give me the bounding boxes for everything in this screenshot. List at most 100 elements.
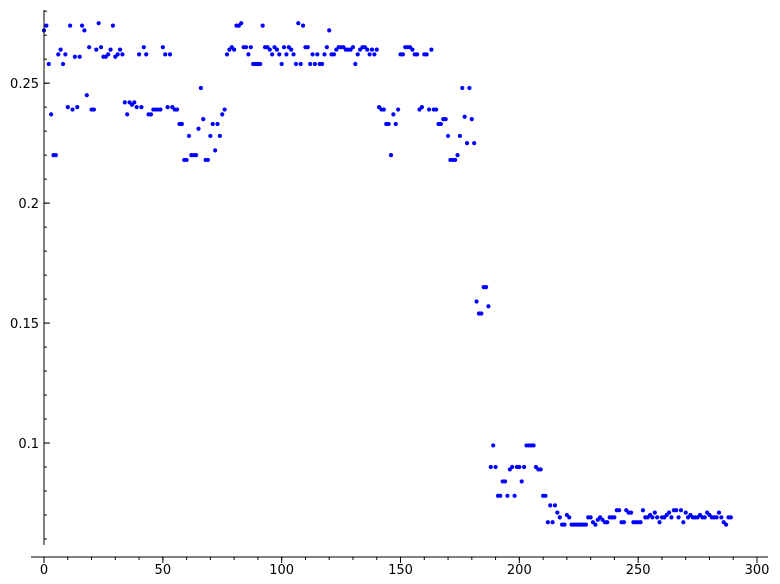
data-point [488, 464, 493, 470]
data-point [460, 85, 465, 91]
data-point [388, 153, 394, 158]
data-point [453, 157, 458, 163]
data-point [719, 515, 724, 520]
data-point [355, 52, 360, 57]
data-point [567, 515, 572, 520]
data-point [562, 522, 567, 527]
data-point [386, 121, 391, 127]
data-point [160, 45, 165, 50]
data-point [543, 493, 548, 498]
data-point [144, 52, 149, 57]
data-point [284, 52, 289, 57]
data-point [605, 520, 610, 525]
data-point [289, 47, 294, 52]
data-point [319, 61, 325, 67]
data-point [208, 133, 213, 139]
data-point [125, 112, 130, 117]
data-point [96, 21, 101, 26]
data-point [260, 23, 265, 28]
y-tick-label: 0.25 [10, 77, 39, 92]
data-point [179, 121, 184, 127]
data-point [194, 153, 199, 158]
data-point [132, 100, 137, 105]
data-point [655, 515, 660, 520]
data-point [621, 520, 627, 525]
data-point [79, 23, 85, 28]
data-point [469, 117, 474, 122]
data-point [369, 47, 375, 52]
data-point [198, 85, 203, 91]
data-point [415, 52, 420, 57]
data-point [117, 47, 123, 52]
data-point [519, 479, 524, 484]
data-point [315, 52, 320, 57]
data-point [139, 105, 144, 110]
data-point [638, 520, 643, 525]
data-point [217, 133, 222, 139]
data-point [46, 61, 51, 67]
data-point [91, 107, 97, 112]
data-point [63, 52, 68, 57]
data-point [493, 464, 498, 470]
data-point [391, 112, 396, 117]
data-point [512, 493, 517, 498]
data-point [728, 515, 733, 520]
data-point [293, 61, 299, 67]
data-point [486, 304, 491, 309]
data-point [267, 47, 272, 52]
data-point [163, 52, 168, 57]
data-point [505, 493, 510, 498]
data-point [666, 510, 672, 515]
data-point [583, 522, 588, 527]
data-point [56, 52, 61, 57]
data-point [136, 52, 142, 57]
data-point [531, 443, 536, 448]
data-point [410, 47, 415, 52]
data-point [110, 23, 116, 28]
x-tick-label: 200 [507, 563, 532, 578]
data-point [53, 153, 58, 158]
data-point [77, 54, 82, 59]
data-point [552, 503, 558, 508]
data-point [674, 508, 679, 513]
data-point [248, 45, 253, 50]
data-point [312, 61, 318, 67]
data-point [298, 61, 303, 67]
data-point [640, 508, 646, 513]
data-point [246, 52, 251, 57]
data-point [593, 522, 598, 527]
data-point [396, 107, 401, 112]
x-ticks: 0 50 100 150 200 250 300 [40, 557, 769, 578]
data-point [678, 508, 684, 513]
data-point [374, 47, 379, 52]
data-point [148, 112, 154, 117]
data-point [327, 28, 332, 33]
y-tick-label: 0.2 [18, 197, 39, 212]
data-point [474, 299, 479, 304]
y-tick-label: 0.1 [18, 437, 39, 452]
data-point [291, 52, 296, 57]
data-point [365, 47, 370, 52]
data-point [628, 510, 634, 515]
data-point [308, 61, 313, 67]
data-point [353, 61, 358, 67]
data-point [94, 47, 99, 52]
data-point [381, 107, 386, 112]
data-point [196, 126, 201, 131]
y-ticks: 0.1 0.15 0.2 0.25 [10, 10, 50, 540]
data-point [393, 121, 398, 127]
data-point [438, 121, 443, 127]
data-point [82, 28, 87, 33]
data-point [60, 61, 66, 67]
x-tick-label: 250 [626, 563, 651, 578]
data-point [58, 47, 63, 52]
data-point [279, 61, 284, 67]
data-point [134, 105, 139, 110]
data-point [372, 52, 377, 57]
x-tick-label: 100 [269, 563, 294, 578]
data-point [141, 45, 146, 50]
data-point [548, 503, 553, 508]
data-point [98, 45, 104, 50]
data-point [612, 515, 617, 520]
data-point [681, 520, 686, 525]
